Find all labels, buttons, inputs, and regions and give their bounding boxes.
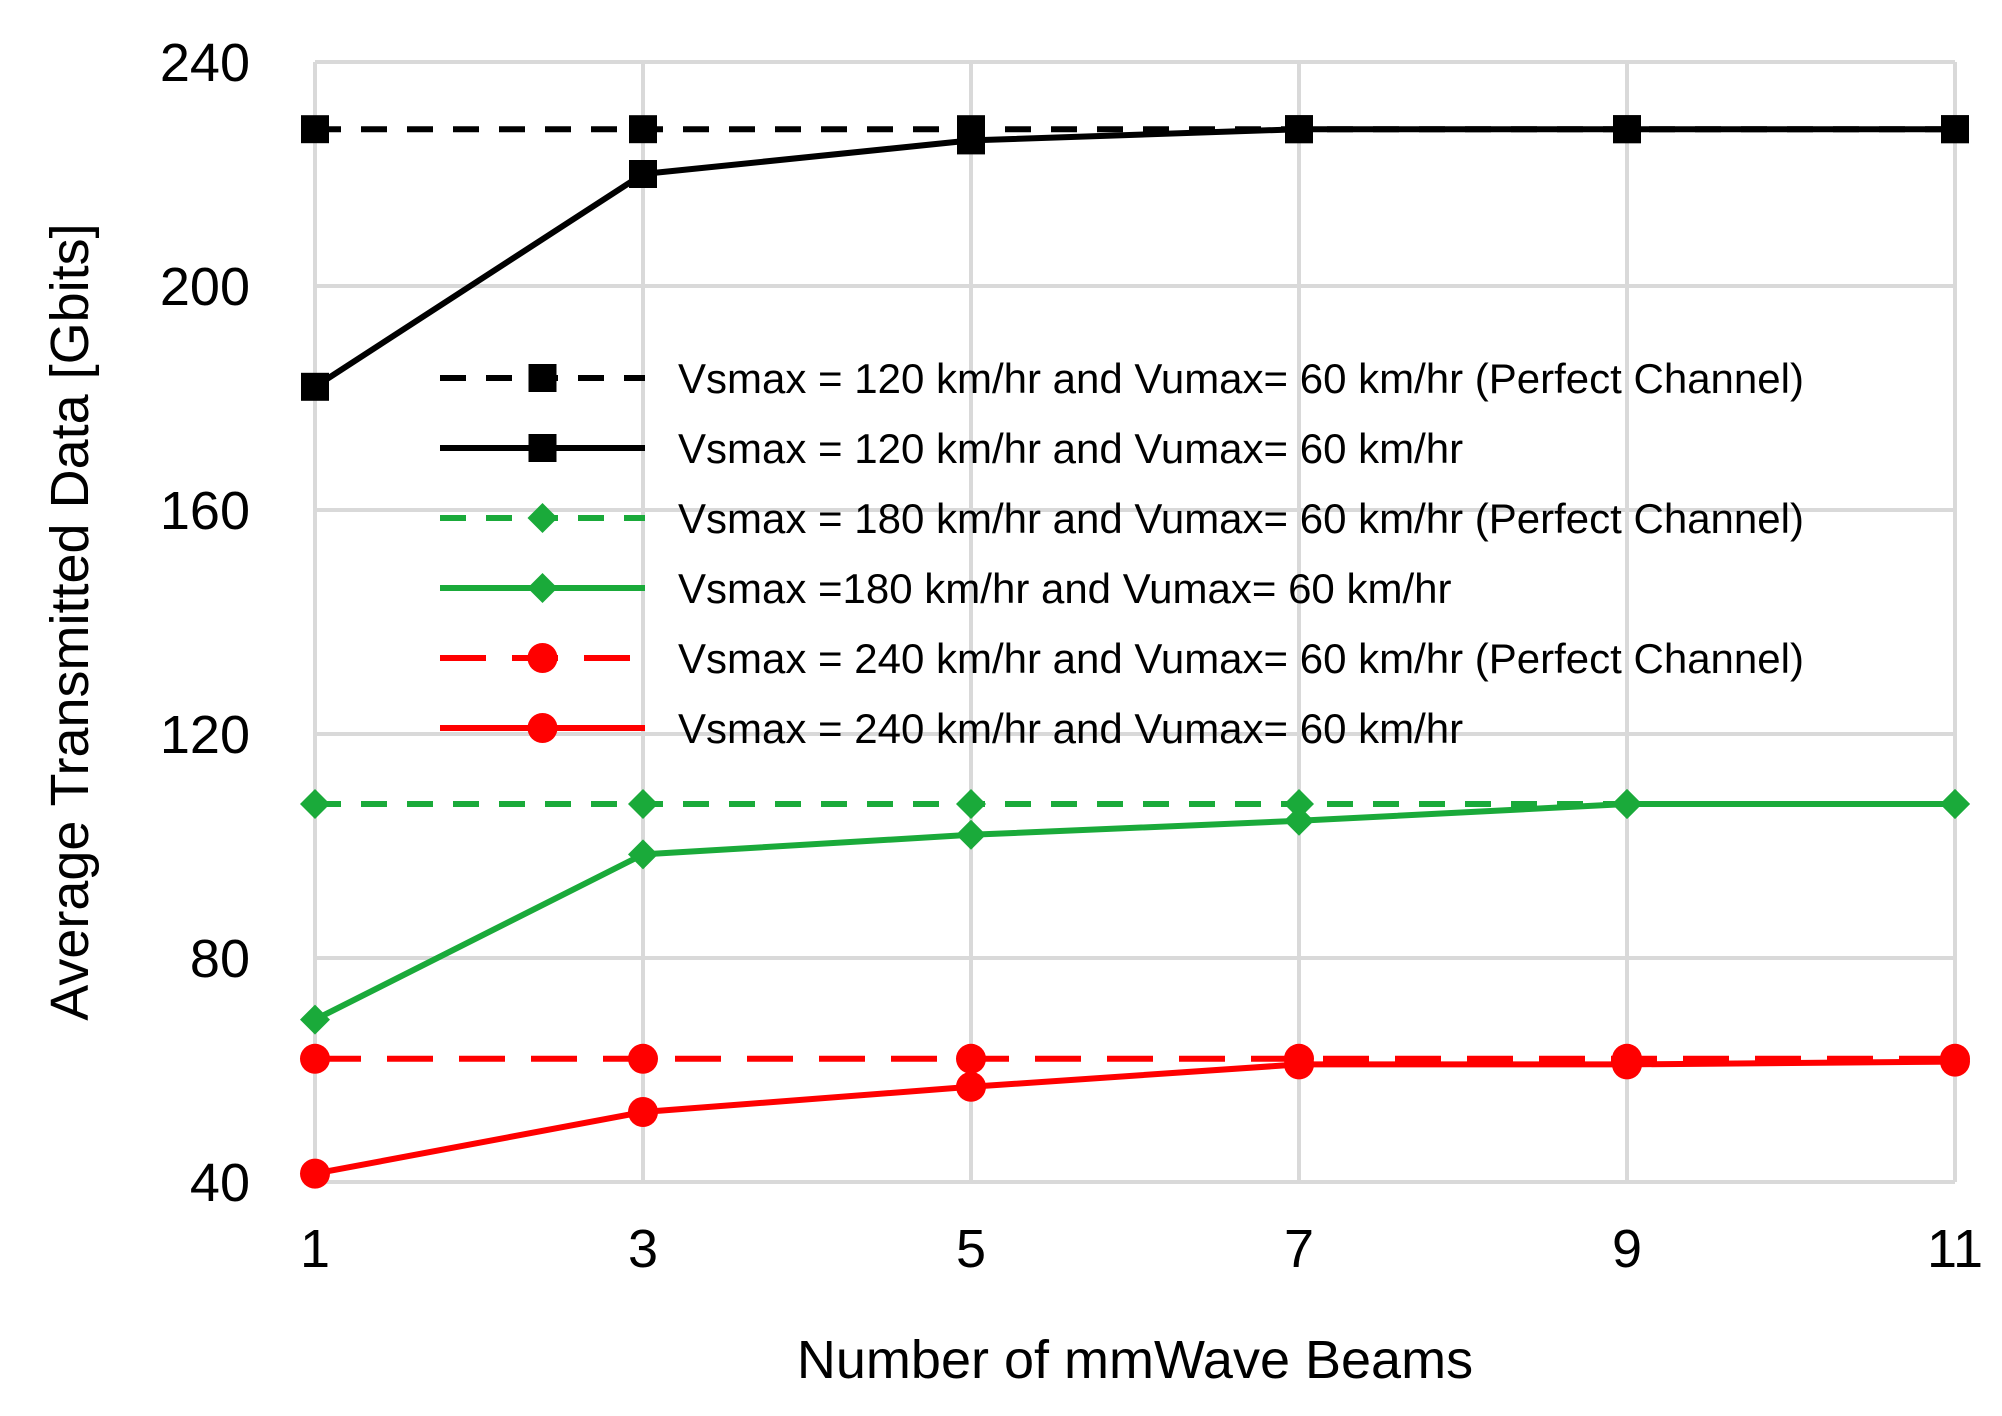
legend-label: Vsmax = 240 km/hr and Vumax= 60 km/hr (P… xyxy=(678,635,1804,682)
y-axis-title: Average Transmitted Data [Gbits] xyxy=(40,223,100,1020)
y-tick-label: 200 xyxy=(160,257,250,317)
data-point-diamond xyxy=(956,789,986,819)
series-line xyxy=(313,126,1955,390)
data-point-square xyxy=(629,115,657,144)
data-point-circle xyxy=(956,1043,986,1074)
legend-item: Vsmax =180 km/hr and Vumax= 60 km/hr xyxy=(440,565,1451,612)
legend-item: Vsmax = 180 km/hr and Vumax= 60 km/hr (P… xyxy=(440,495,1804,542)
series-group xyxy=(300,115,1970,1189)
data-point-square xyxy=(1613,115,1641,144)
series-line xyxy=(313,801,1955,1023)
legend-item: Vsmax = 120 km/hr and Vumax= 60 km/hr xyxy=(440,425,1463,472)
x-tick-label: 11 xyxy=(1927,1219,1983,1279)
y-tick-label: 240 xyxy=(160,33,250,93)
data-point-diamond xyxy=(1940,789,1970,819)
legend-marker-square xyxy=(528,364,557,392)
y-axis-ticks: 40 80 120 160 200 240 xyxy=(160,33,250,1213)
data-point-circle xyxy=(628,1097,658,1127)
y-tick-label: 120 xyxy=(160,705,250,765)
data-point-circle xyxy=(1940,1046,1970,1077)
legend-item: Vsmax = 240 km/hr and Vumax= 60 km/hr xyxy=(440,705,1463,752)
legend-label: Vsmax = 240 km/hr and Vumax= 60 km/hr xyxy=(678,705,1463,752)
data-point-square xyxy=(1285,115,1313,144)
data-point-square xyxy=(957,126,985,155)
legend-item: Vsmax = 120 km/hr and Vumax= 60 km/hr (P… xyxy=(440,355,1804,402)
data-point-square xyxy=(1941,115,1969,144)
y-tick-label: 40 xyxy=(190,1153,250,1213)
data-point-circle xyxy=(300,1043,330,1074)
data-point-circle xyxy=(1612,1049,1642,1080)
series-vsmax-240-km-hr-and-vumax-60-km-hr xyxy=(300,1046,1970,1189)
data-point-circle xyxy=(628,1043,658,1074)
x-axis-ticks: 1 3 5 7 9 11 xyxy=(300,1219,1983,1279)
y-tick-label: 160 xyxy=(160,481,250,541)
y-tick-label: 80 xyxy=(190,929,250,989)
data-point-diamond xyxy=(628,789,658,819)
legend-marker-circle xyxy=(527,643,558,673)
data-point-diamond xyxy=(956,819,986,850)
x-tick-label: 9 xyxy=(1612,1219,1642,1279)
x-tick-label: 3 xyxy=(628,1219,658,1279)
legend-label: Vsmax = 120 km/hr and Vumax= 60 km/hr xyxy=(678,425,1463,472)
data-point-diamond xyxy=(628,839,658,870)
legend-marker-square xyxy=(528,434,557,462)
data-point-circle xyxy=(1284,1049,1314,1080)
data-point-diamond xyxy=(300,789,330,819)
series-vsmax-180-km-hr-and-vumax-60-km-hr xyxy=(300,789,1970,1035)
grid xyxy=(313,60,1957,1184)
legend-marker-diamond xyxy=(527,503,558,533)
data-point-square xyxy=(629,160,657,188)
data-point-circle xyxy=(956,1071,986,1102)
legend-label: Vsmax = 120 km/hr and Vumax= 60 km/hr (P… xyxy=(678,355,1804,402)
legend-marker-circle xyxy=(527,713,558,743)
data-point-diamond xyxy=(1612,789,1642,819)
legend: Vsmax = 120 km/hr and Vumax= 60 km/hr (P… xyxy=(440,355,1804,752)
data-point-diamond xyxy=(1284,789,1314,819)
legend-marker-diamond xyxy=(527,573,558,603)
legend-label: Vsmax =180 km/hr and Vumax= 60 km/hr xyxy=(678,565,1451,612)
x-tick-label: 1 xyxy=(300,1219,330,1279)
x-tick-label: 5 xyxy=(956,1219,986,1279)
legend-label: Vsmax = 180 km/hr and Vumax= 60 km/hr (P… xyxy=(678,495,1804,542)
series-line xyxy=(314,1058,1956,1177)
data-point-square xyxy=(301,115,329,144)
x-tick-label: 7 xyxy=(1284,1219,1314,1279)
legend-item: Vsmax = 240 km/hr and Vumax= 60 km/hr (P… xyxy=(440,635,1804,682)
data-point-circle xyxy=(300,1158,330,1189)
data-point-diamond xyxy=(1284,805,1314,836)
series-vsmax-120-km-hr-and-vumax-60-km-hr xyxy=(301,115,1969,401)
data-point-square xyxy=(301,372,329,401)
series-vsmax-240-km-hr-and-vumax-60-km-hr-perfect-channel xyxy=(300,1043,1970,1074)
x-axis-title: Number of mmWave Beams xyxy=(797,1330,1473,1390)
data-point-diamond xyxy=(300,1004,330,1035)
